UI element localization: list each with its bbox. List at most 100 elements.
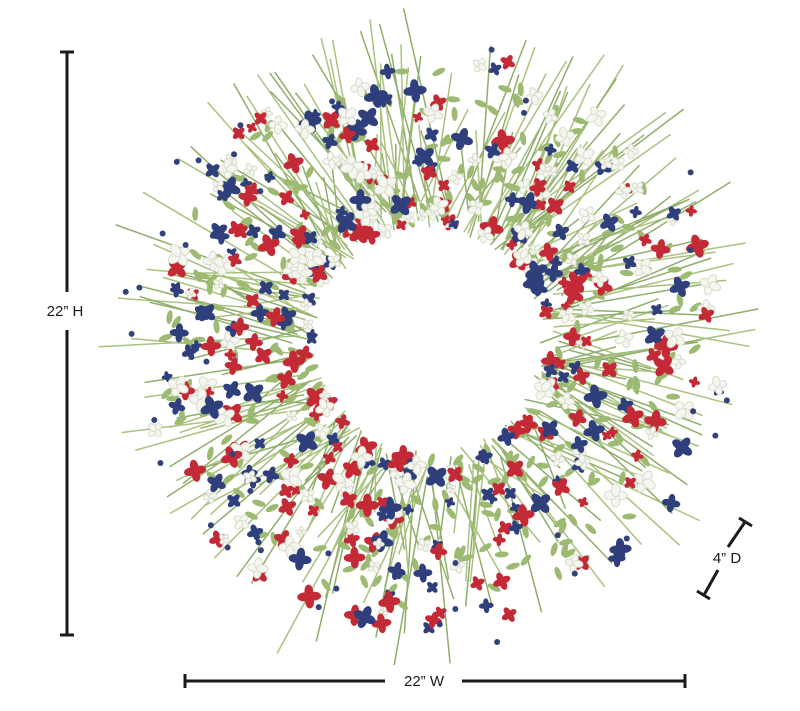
petal: [370, 230, 381, 239]
petal: [227, 184, 241, 195]
flower: [169, 323, 189, 343]
petal: [518, 504, 527, 517]
petal: [188, 287, 195, 295]
petal: [372, 565, 379, 574]
leaf: [265, 374, 278, 383]
flower: [525, 260, 548, 283]
leaf: [321, 578, 331, 591]
flower: [243, 162, 258, 177]
petal: [548, 363, 556, 372]
flower: [559, 307, 576, 324]
leaf: [665, 393, 680, 400]
petal: [539, 200, 547, 207]
petal: [635, 449, 641, 457]
flower: [304, 231, 318, 245]
flower: [376, 496, 388, 507]
flower: [243, 382, 264, 403]
flower: [624, 477, 636, 489]
petal: [519, 419, 530, 427]
stem: [284, 180, 347, 270]
flower: [497, 520, 512, 535]
flower: [448, 218, 460, 230]
flower: [617, 399, 630, 412]
petal: [437, 199, 449, 209]
leaf: [171, 315, 181, 329]
leaf: [287, 384, 301, 391]
flower: [286, 410, 298, 422]
leaf: [563, 548, 576, 558]
leaf: [550, 542, 558, 557]
flower: [504, 192, 521, 208]
flower: [288, 246, 308, 266]
flower: [322, 133, 338, 150]
petal: [345, 467, 355, 479]
flower: [403, 79, 427, 103]
leaf: [679, 271, 693, 280]
flower: [350, 445, 373, 469]
berry: [173, 158, 180, 165]
flower: [415, 147, 434, 167]
leaf: [494, 507, 501, 522]
flower: [484, 143, 501, 159]
petal: [147, 422, 157, 432]
flower: [276, 389, 289, 403]
flower: [546, 197, 564, 215]
petal: [626, 405, 636, 419]
leaf: [453, 454, 464, 466]
petal: [586, 113, 598, 123]
stem: [256, 73, 365, 227]
petal: [564, 397, 576, 406]
flower: [350, 77, 371, 98]
leaf: [519, 131, 527, 146]
flower: [361, 201, 378, 218]
flower: [557, 371, 570, 383]
leaf: [668, 305, 682, 314]
berry: [687, 169, 694, 176]
leaf: [440, 134, 450, 147]
petal: [223, 537, 230, 544]
petal: [342, 491, 351, 501]
stem: [378, 23, 431, 210]
flower: [335, 205, 348, 219]
petal: [250, 524, 258, 534]
flower: [254, 112, 267, 125]
flower: [591, 271, 609, 288]
flower: [609, 538, 632, 561]
petal: [395, 460, 404, 473]
petal: [246, 229, 255, 236]
petal: [525, 268, 538, 279]
flower: [394, 472, 417, 495]
petal: [434, 474, 446, 487]
leaf: [343, 172, 353, 184]
flower: [345, 520, 360, 535]
petal: [484, 145, 494, 153]
leaf: [252, 499, 266, 507]
flower: [566, 271, 588, 293]
stem: [539, 298, 659, 344]
flower: [542, 108, 558, 124]
flower: [650, 239, 671, 259]
stem: [556, 367, 627, 380]
stem: [259, 410, 346, 496]
flower: [429, 542, 448, 561]
flower: [335, 212, 357, 233]
flower: [147, 422, 163, 438]
flower: [633, 258, 652, 277]
berry: [325, 550, 332, 557]
petal: [628, 261, 637, 268]
leaf: [512, 212, 524, 224]
petal: [614, 335, 626, 345]
flower: [586, 106, 607, 127]
petal: [534, 244, 541, 252]
petal: [439, 608, 447, 615]
stem: [315, 181, 337, 247]
petal: [576, 415, 587, 424]
flower: [227, 253, 242, 267]
leaf: [329, 239, 341, 250]
flower: [477, 226, 495, 244]
petal: [306, 323, 314, 330]
petal: [420, 211, 429, 218]
flower: [238, 187, 258, 207]
flower: [338, 107, 357, 126]
leaf: [454, 546, 461, 561]
